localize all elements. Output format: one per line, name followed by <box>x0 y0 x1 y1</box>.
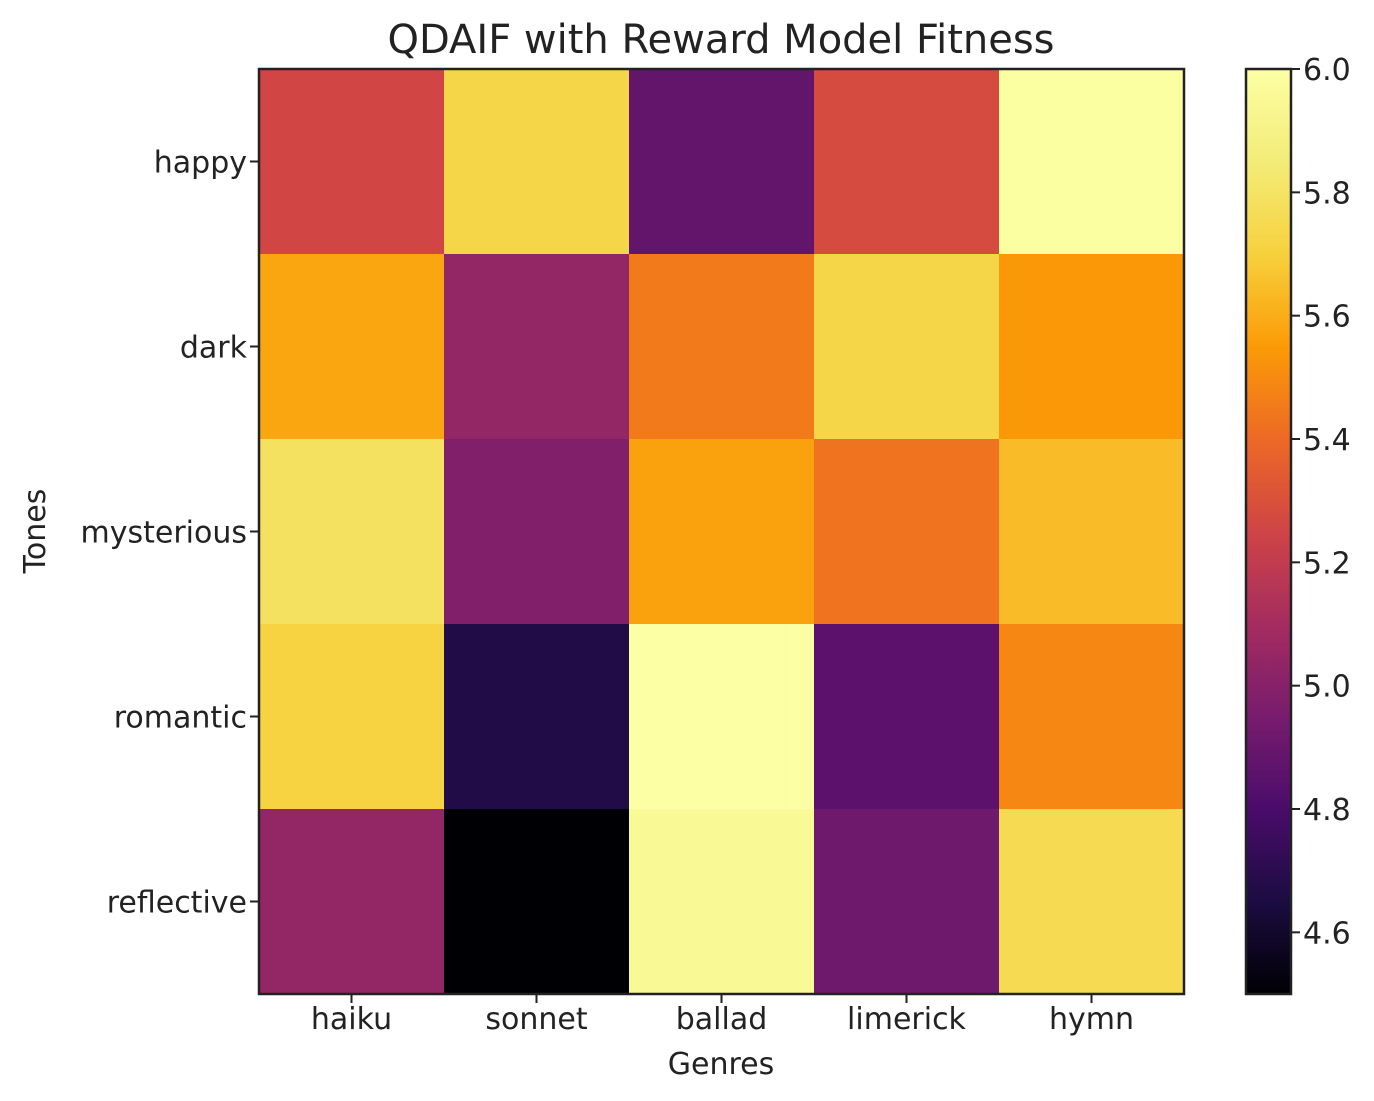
heatmap-cell <box>814 439 1000 625</box>
heatmap-cell <box>444 254 630 440</box>
heatmap-cell <box>444 624 630 810</box>
heatmap-cell <box>999 624 1185 810</box>
heatmap-cell <box>629 254 815 440</box>
heatmap-cell <box>814 624 1000 810</box>
heatmap-cell <box>259 809 445 995</box>
x-tick-label: ballad <box>676 1002 768 1037</box>
heatmap-cell <box>444 809 630 995</box>
colorbar-frame <box>1244 67 1293 996</box>
heatmap-cell <box>814 254 1000 440</box>
y-tick-label: romantic <box>114 701 247 736</box>
heatmap-cell <box>629 439 815 625</box>
heatmap-cell <box>629 809 815 995</box>
heatmap-cell <box>814 69 1000 255</box>
chart-title: QDAIF with Reward Model Fitness <box>387 17 1054 63</box>
y-tick-label: mysterious <box>81 516 248 551</box>
y-axis-label: Tones <box>18 489 53 575</box>
colorbar-tick-label: 4.8 <box>1303 793 1351 828</box>
heatmap-cell <box>259 69 445 255</box>
heatmap-cells <box>259 69 1185 995</box>
heatmap-cell <box>999 439 1185 625</box>
colorbar-tick-label: 4.6 <box>1303 916 1351 951</box>
y-tick-label: reflective <box>107 886 247 921</box>
heatmap-cell <box>999 69 1185 255</box>
colorbar-tick-label: 5.8 <box>1303 176 1351 211</box>
heatmap-cell <box>999 254 1185 440</box>
heatmap-cell <box>814 809 1000 995</box>
x-tick-label: sonnet <box>485 1002 587 1037</box>
colorbar-tick-label: 5.6 <box>1303 300 1351 335</box>
colorbar-tick-label: 5.2 <box>1303 546 1351 581</box>
x-axis-label: Genres <box>668 1047 774 1082</box>
y-tick-label: dark <box>180 331 248 366</box>
x-tick-label: limerick <box>847 1002 967 1037</box>
y-axis-ticks: happy dark mysterious romantic reflective <box>81 146 259 921</box>
colorbar: 4.6 4.8 5.0 5.2 5.4 5.6 5.8 6.0 <box>1244 53 1351 996</box>
colorbar-gradient <box>1246 69 1291 994</box>
y-tick-label: happy <box>154 146 247 181</box>
colorbar-tick-label: 5.4 <box>1303 423 1351 458</box>
colorbar-tick-label: 5.0 <box>1303 670 1351 705</box>
heatmap-cell <box>444 439 630 625</box>
heatmap-cell <box>999 809 1185 995</box>
colorbar-ticks: 4.6 4.8 5.0 5.2 5.4 5.6 5.8 6.0 <box>1291 53 1351 951</box>
heatmap-cell <box>629 69 815 255</box>
heatmap-cell <box>629 624 815 810</box>
heatmap-cell <box>259 254 445 440</box>
x-axis-ticks: haiku sonnet ballad limerick hymn <box>311 994 1134 1037</box>
x-tick-label: hymn <box>1049 1002 1134 1037</box>
heatmap-cell <box>259 624 445 810</box>
plot-frame <box>257 67 1186 996</box>
heatmap-cell <box>259 439 445 625</box>
x-tick-label: haiku <box>311 1002 392 1037</box>
heatmap-cell <box>444 69 630 255</box>
colorbar-tick-label: 6.0 <box>1303 53 1351 88</box>
